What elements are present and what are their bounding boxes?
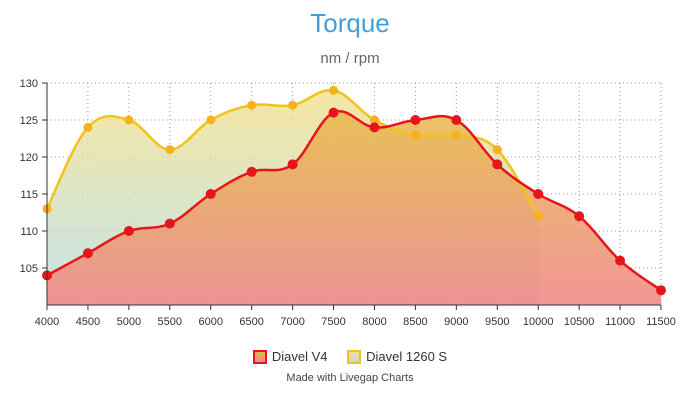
- y-tick-label: 115: [20, 189, 38, 201]
- data-point-diavel-1260s[interactable]: [410, 130, 420, 140]
- area-fill-diavel-v4: [47, 111, 661, 305]
- data-point-diavel-v4[interactable]: [656, 285, 666, 296]
- y-tick-label: 120: [20, 152, 38, 164]
- axes: 4000 4500 5000 5500 6000 6500 7000 7500 8000 8500…: [20, 78, 676, 328]
- data-point-diavel-1260s[interactable]: [206, 115, 216, 125]
- x-tick-label: 11500: [646, 316, 676, 328]
- data-point-diavel-v4[interactable]: [123, 226, 134, 236]
- legend-swatch-diavel-1260s: [347, 349, 362, 364]
- credit-text: Made with Livegap Charts: [286, 372, 414, 384]
- y-tick-label: 130: [20, 78, 38, 90]
- data-point-diavel-1260s[interactable]: [165, 145, 175, 155]
- data-point-diavel-v4[interactable]: [205, 189, 216, 199]
- data-point-diavel-1260s[interactable]: [533, 211, 543, 221]
- legend-item-diavel-1260s[interactable]: Diavel 1260 S: [347, 349, 447, 364]
- data-point-diavel-v4[interactable]: [328, 107, 339, 118]
- chart-title: Torque: [310, 8, 390, 38]
- x-tick-label: 7500: [321, 316, 345, 328]
- chart-subtitle: nm / rpm: [320, 50, 380, 67]
- x-tick-label: 5500: [158, 316, 182, 328]
- data-point-diavel-1260s[interactable]: [247, 100, 257, 110]
- x-tick-label: 11000: [605, 316, 635, 328]
- legend-label-diavel-v4: Diavel V4: [271, 349, 328, 364]
- x-tick-label: 4000: [35, 316, 59, 328]
- data-point-diavel-v4[interactable]: [615, 255, 626, 266]
- x-tick-label: 4500: [76, 316, 100, 328]
- x-tick-label: 7000: [280, 316, 304, 328]
- legend-label-diavel-1260s: Diavel 1260 S: [366, 349, 448, 364]
- data-point-diavel-v4[interactable]: [164, 218, 175, 229]
- y-tick-label: 110: [20, 226, 38, 238]
- data-point-diavel-1260s[interactable]: [288, 100, 298, 110]
- data-point-diavel-1260s[interactable]: [451, 130, 461, 140]
- legend-item-diavel-v4[interactable]: Diavel V4: [252, 349, 328, 364]
- x-tick-label: 6000: [198, 316, 222, 328]
- data-point-diavel-1260s[interactable]: [369, 115, 379, 125]
- x-tick-label: 6500: [239, 316, 263, 328]
- x-tick-label: 9000: [444, 316, 468, 328]
- data-point-diavel-v4[interactable]: [287, 159, 298, 170]
- y-tick-label: 125: [20, 115, 38, 127]
- data-point-diavel-v4[interactable]: [410, 115, 421, 125]
- y-tick-label: 105: [20, 263, 38, 275]
- x-tick-label: 9500: [485, 316, 509, 328]
- data-point-diavel-v4[interactable]: [451, 115, 462, 125]
- data-point-diavel-1260s[interactable]: [329, 85, 339, 95]
- data-point-diavel-1260s[interactable]: [124, 115, 134, 125]
- data-point-diavel-v4[interactable]: [574, 211, 585, 222]
- data-point-diavel-v4[interactable]: [533, 189, 544, 199]
- x-tick-label: 10000: [523, 316, 554, 328]
- data-point-diavel-1260s[interactable]: [83, 122, 93, 132]
- area-fills: [47, 90, 661, 305]
- x-tick-label: 8000: [362, 316, 386, 328]
- x-tick-label: 8500: [403, 316, 427, 328]
- x-tick-label: 5000: [117, 316, 141, 328]
- data-point-diavel-v4[interactable]: [369, 122, 380, 133]
- legend: Diavel V4 Diavel 1260 S: [0, 349, 700, 367]
- series-line-diavel-v4: [46, 110, 662, 292]
- data-point-diavel-v4[interactable]: [246, 166, 257, 177]
- x-tick-label: 10500: [564, 316, 595, 328]
- data-point-diavel-v4[interactable]: [492, 159, 503, 170]
- legend-swatch-diavel-v4: [252, 349, 267, 364]
- data-point-diavel-v4[interactable]: [82, 248, 93, 259]
- data-point-diavel-1260s[interactable]: [492, 145, 502, 155]
